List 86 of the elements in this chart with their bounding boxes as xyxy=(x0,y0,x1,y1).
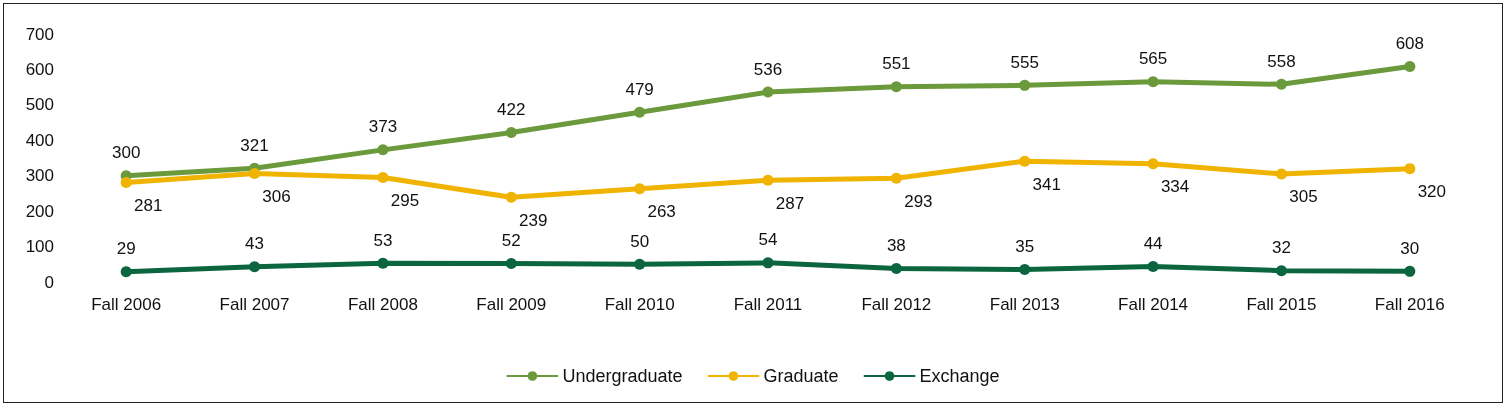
data-label: 305 xyxy=(1289,187,1318,207)
x-tick-label: Fall 2014 xyxy=(1118,295,1189,314)
data-label: 565 xyxy=(1138,49,1168,69)
point xyxy=(634,106,646,118)
x-tick-label: Fall 2006 xyxy=(91,295,162,314)
data-label: 551 xyxy=(882,54,911,74)
data-label: 29 xyxy=(116,239,136,259)
point xyxy=(1275,168,1287,180)
data-label: 281 xyxy=(133,195,163,215)
y-tick-label: 0 xyxy=(44,272,54,292)
x-tick-label: Fall 2011 xyxy=(733,295,803,314)
data-label: 44 xyxy=(1143,233,1163,253)
point xyxy=(1019,79,1031,91)
data-label: 422 xyxy=(497,99,526,119)
data-label: 555 xyxy=(1010,52,1039,72)
data-label: 295 xyxy=(390,190,420,210)
y-tick-label: 500 xyxy=(25,95,54,115)
data-label: 306 xyxy=(262,187,291,207)
point xyxy=(762,257,774,269)
point xyxy=(505,191,517,203)
x-tick-label: Fall 2016 xyxy=(1374,295,1445,314)
y-tick-label: 700 xyxy=(25,24,54,44)
data-label: 54 xyxy=(758,230,778,250)
data-label: 334 xyxy=(1160,177,1190,197)
point xyxy=(1019,155,1031,167)
legend-label: Exchange xyxy=(919,366,1000,386)
point xyxy=(762,174,774,186)
point xyxy=(1404,163,1416,175)
x-tick-label: Fall 2012 xyxy=(861,295,932,314)
data-label: 479 xyxy=(625,79,654,99)
point xyxy=(1147,260,1159,272)
x-tick-label: Fall 2007 xyxy=(219,295,290,314)
y-tick-label: 400 xyxy=(25,130,54,150)
y-tick-label: 200 xyxy=(25,201,54,221)
point xyxy=(762,86,774,98)
x-tick-label: Fall 2015 xyxy=(1246,295,1317,314)
data-label: 321 xyxy=(240,135,269,155)
point xyxy=(1147,158,1159,170)
data-label: 300 xyxy=(111,143,141,163)
data-label: 35 xyxy=(1015,237,1035,257)
data-label: 287 xyxy=(775,193,805,213)
data-label: 263 xyxy=(647,202,676,222)
point xyxy=(505,258,517,270)
point xyxy=(249,168,261,180)
point xyxy=(120,176,132,188)
point xyxy=(1147,76,1159,88)
point xyxy=(377,171,389,183)
point xyxy=(505,126,517,138)
data-label: 38 xyxy=(886,236,906,256)
legend-label: Graduate xyxy=(763,366,839,386)
y-tick-label: 100 xyxy=(25,237,54,257)
point xyxy=(1275,265,1287,277)
data-label: 53 xyxy=(373,230,393,250)
data-label: 30 xyxy=(1400,238,1420,258)
point xyxy=(634,258,646,270)
data-label: 32 xyxy=(1271,238,1291,258)
legend-label: Undergraduate xyxy=(562,366,683,386)
data-label: 50 xyxy=(630,231,650,251)
data-label: 52 xyxy=(501,231,521,251)
point xyxy=(1404,265,1416,277)
data-label: 608 xyxy=(1395,34,1425,54)
data-label: 373 xyxy=(368,117,398,137)
y-tick-label: 300 xyxy=(25,166,54,186)
point xyxy=(1404,61,1416,73)
data-label: 558 xyxy=(1267,51,1296,71)
x-tick-label: Fall 2009 xyxy=(476,295,547,314)
data-label: 293 xyxy=(904,191,933,211)
point xyxy=(1019,264,1031,276)
x-tick-label: Fall 2013 xyxy=(989,295,1060,314)
point xyxy=(249,261,261,273)
point xyxy=(377,257,389,269)
data-label: 536 xyxy=(753,59,783,79)
y-tick-label: 600 xyxy=(25,59,54,79)
data-label: 239 xyxy=(519,210,548,230)
data-label: 341 xyxy=(1032,174,1061,194)
point xyxy=(120,266,132,278)
point xyxy=(890,172,902,184)
point xyxy=(634,183,646,195)
point xyxy=(890,81,902,93)
point xyxy=(1275,78,1287,90)
point xyxy=(890,263,902,275)
x-tick-label: Fall 2010 xyxy=(604,295,675,314)
x-tick-label: Fall 2008 xyxy=(347,295,418,314)
data-label: 43 xyxy=(245,234,265,254)
data-label: 320 xyxy=(1417,182,1447,202)
point xyxy=(377,144,389,156)
